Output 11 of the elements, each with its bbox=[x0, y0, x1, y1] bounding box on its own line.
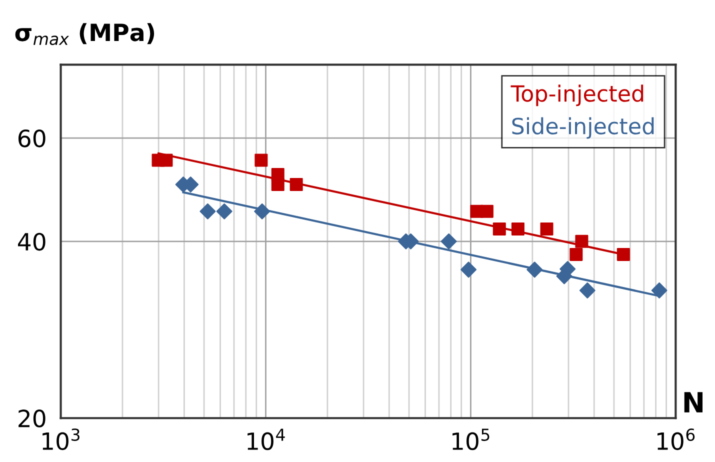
x-tick-label: 10$^{5}$ bbox=[452, 428, 490, 450]
y-tick-label: 40 bbox=[18, 232, 46, 251]
x-axis-title: N bbox=[684, 392, 703, 412]
y-tick-label: 60 bbox=[18, 129, 46, 148]
x-tick-label: 10$^{6}$ bbox=[657, 428, 695, 450]
y-axis-title: σ$_{max}$ (MPa) bbox=[15, 23, 154, 46]
x-tick-label: 10$^{4}$ bbox=[248, 428, 285, 450]
text: Side-injected bbox=[512, 117, 654, 139]
x-tick-label: 10$^{3}$ bbox=[42, 428, 80, 450]
text: Top-injected bbox=[510, 84, 644, 106]
y-tick-label: 20 bbox=[18, 410, 46, 428]
